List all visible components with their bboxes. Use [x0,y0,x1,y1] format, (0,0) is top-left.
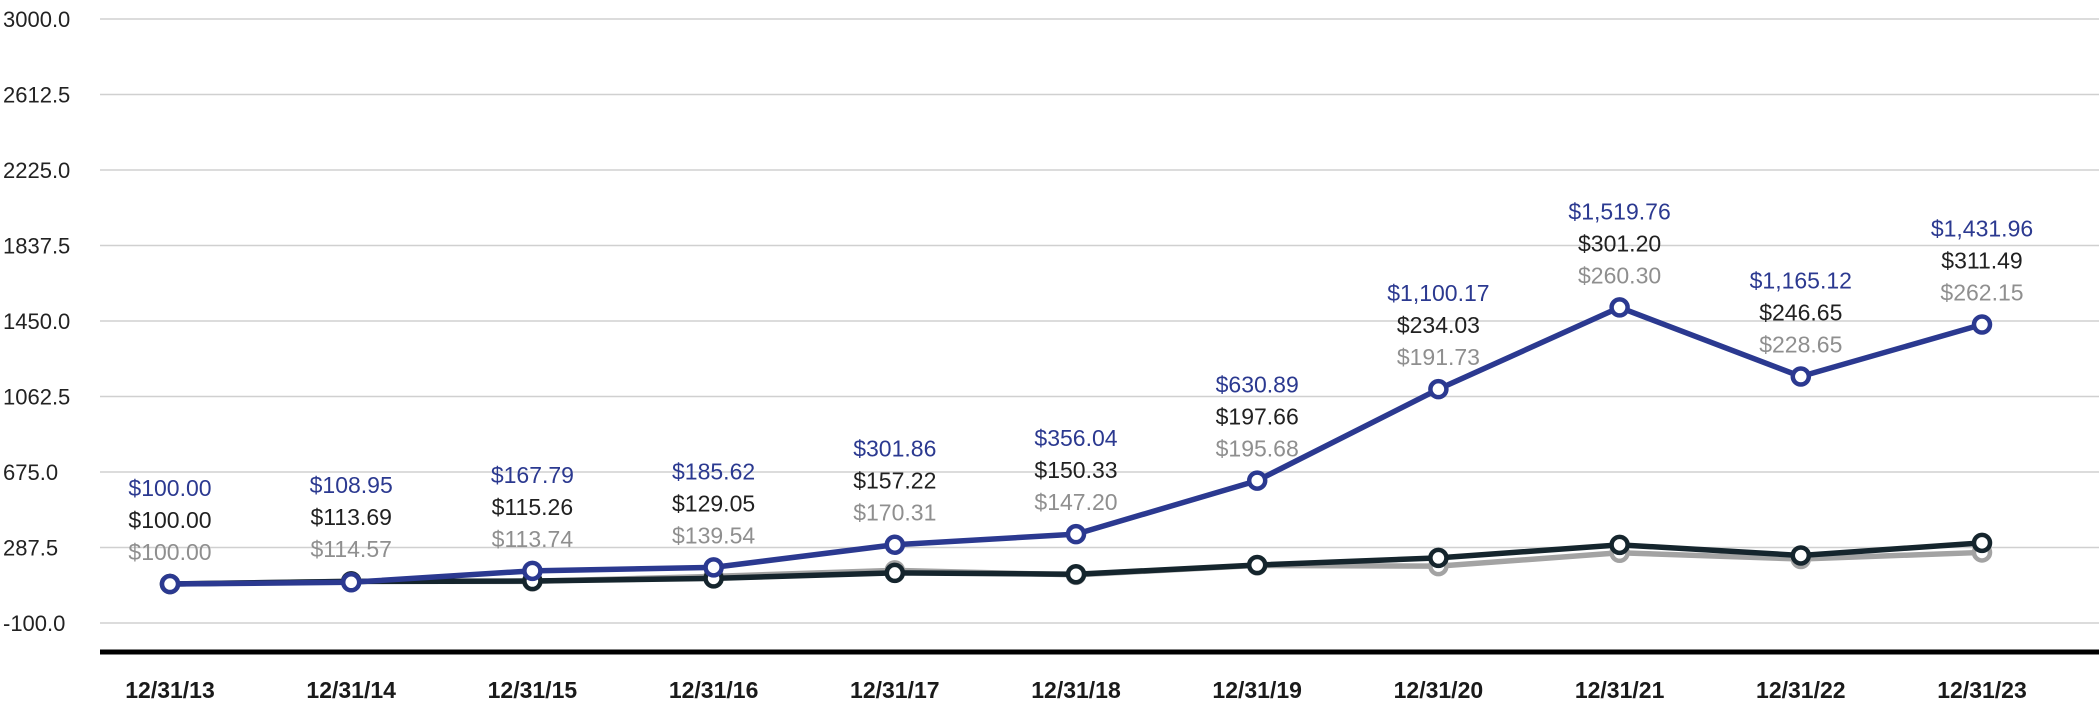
data-label-series-gray: $262.15 [1940,280,2023,306]
x-axis-tick-label: 12/31/19 [1212,677,1302,703]
data-label-series-black: $246.65 [1759,300,1842,326]
x-axis-tick-label: 12/31/13 [125,677,215,703]
data-point-marker-series-black [1428,547,1449,569]
data-label-series-gray: $147.20 [1034,489,1117,515]
data-label-series-blue: $1,165.12 [1750,268,1852,294]
data-label-series-black: $197.66 [1216,404,1299,430]
data-point-marker-series-blue [1246,470,1268,491]
data-point-marker-series-blue [703,557,724,578]
y-axis-tick-label: 1062.5 [3,385,70,410]
y-axis-tick-label: 2225.0 [3,158,70,183]
data-label-series-gray: $228.65 [1759,332,1842,358]
data-label-series-gray: $195.68 [1216,436,1299,462]
data-point-marker-series-blue [1428,378,1449,400]
data-point-marker-series-blue [340,572,362,593]
data-point-marker-series-black [884,562,906,584]
data-label-series-gray: $114.57 [310,536,391,562]
data-point-marker-series-black [1609,534,1630,556]
data-label-series-gray: $113.74 [492,526,574,552]
data-label-series-gray: $100.00 [128,539,211,565]
data-label-series-blue: $185.62 [672,458,755,484]
data-point-marker-series-black [1065,563,1087,585]
y-axis-tick-label: 287.5 [3,536,58,561]
data-label-series-blue: $1,100.17 [1387,280,1489,306]
data-point-marker-series-blue [1609,297,1630,318]
data-label-series-blue: $301.86 [853,436,936,462]
x-axis-tick-label: 12/31/14 [306,677,396,703]
data-label-series-gray: $170.31 [853,500,936,526]
data-point-marker-series-black [1246,554,1268,576]
data-point-marker-series-blue [1065,523,1087,545]
x-axis-tick-label: 12/31/20 [1394,677,1484,703]
x-axis-tick-label: 12/31/22 [1756,677,1846,703]
data-point-marker-series-blue [884,534,906,555]
y-axis-tick-label: 3000.0 [3,7,70,32]
data-point-marker-series-blue [159,573,181,595]
data-label-series-gray: $139.54 [672,522,755,548]
data-label-series-black: $157.22 [853,468,936,494]
y-axis-tick-label: -100.0 [3,611,65,636]
data-label-series-black: $129.05 [672,490,755,516]
data-label-series-black: $234.03 [1397,312,1480,338]
data-point-marker-series-black [1790,545,1812,566]
x-axis-tick-label: 12/31/16 [669,677,759,703]
x-axis-tick-label: 12/31/21 [1575,677,1665,703]
x-axis-tick-label: 12/31/18 [1031,677,1121,703]
data-label-series-black: $150.33 [1034,457,1117,483]
data-label-series-black: $311.49 [1941,248,2022,274]
data-label-series-blue: $630.89 [1216,372,1299,398]
data-point-marker-series-blue [522,560,543,582]
data-label-series-black: $100.00 [128,507,211,533]
y-axis-tick-label: 1450.0 [3,309,70,334]
data-point-marker-series-blue [1971,314,1993,335]
x-axis-tick-label: 12/31/23 [1937,677,2027,703]
data-label-series-gray: $260.30 [1578,262,1661,288]
y-axis-tick-label: 2612.5 [3,83,70,108]
y-axis-tick-label: 1837.5 [3,234,70,259]
data-label-series-blue: $108.95 [310,472,393,498]
y-axis-tick-label: 675.0 [3,460,58,485]
x-axis-tick-label: 12/31/17 [850,677,940,703]
data-label-series-blue: $167.79 [491,462,574,488]
data-label-series-blue: $356.04 [1034,425,1117,451]
data-label-series-blue: $1,519.76 [1568,198,1670,224]
data-label-series-black: $301.20 [1578,230,1661,256]
data-label-series-blue: $100.00 [128,475,211,501]
data-label-series-black: $115.26 [492,494,573,520]
x-axis-tick-label: 12/31/15 [488,677,578,703]
data-point-marker-series-blue [1790,366,1812,387]
data-label-series-black: $113.69 [310,504,391,530]
data-point-marker-series-black [1971,532,1993,554]
data-label-series-gray: $191.73 [1397,344,1480,370]
data-label-series-blue: $1,431.96 [1931,216,2033,242]
